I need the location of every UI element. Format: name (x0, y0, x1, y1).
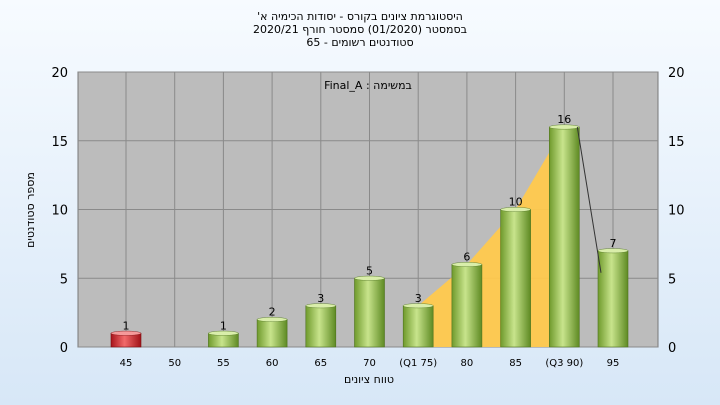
x-tick-label: 60 (266, 358, 279, 369)
bar-95 (597, 250, 629, 348)
value-labels: 1 1 2 3 5 3 6 10 16 7 (123, 113, 617, 332)
bar-cap (305, 303, 336, 309)
x-tick-label: 50 (168, 358, 181, 369)
bar-Q390 (548, 126, 580, 348)
x-tick-label: (Q1 75) (399, 358, 437, 369)
x-axis-ticks: 45 50 55 60 65 70 (Q1 75) 80 85 (Q3 90) 95 (120, 358, 620, 369)
value-label: 3 (415, 292, 422, 305)
value-label: 16 (557, 113, 571, 126)
bar-cap (354, 275, 385, 281)
y-tick-right: 10 (668, 204, 685, 219)
y-axis-left-ticks: 0 5 10 15 20 (51, 66, 68, 356)
bar-cap (403, 303, 434, 309)
y-tick-left: 5 (60, 272, 68, 287)
q3-trend-line (576, 126, 602, 273)
value-label: 7 (610, 237, 617, 250)
y-tick-right: 5 (668, 272, 676, 287)
y-tick-left: 10 (51, 204, 68, 219)
y-tick-right: 20 (668, 66, 685, 81)
value-label: 2 (269, 306, 276, 319)
x-tick-label: 80 (461, 358, 474, 369)
y-tick-left: 20 (51, 66, 68, 81)
chart-title-line-2: בסמסטר (01/2020) סמסטר חורף 2020/21 (253, 23, 467, 36)
bar-60 (256, 319, 288, 348)
x-tick-label: 45 (120, 358, 133, 369)
x-tick-label: 65 (314, 358, 327, 369)
y-axis-label: מספר סטודנטים (24, 172, 37, 248)
y-tick-left: 0 (60, 341, 68, 356)
value-label: 3 (317, 292, 324, 305)
task-annotation: במשימה : Final_A (324, 79, 412, 92)
y-tick-right: 0 (668, 341, 676, 356)
bar-85 (500, 209, 531, 348)
y-tick-left: 15 (51, 135, 68, 150)
bar-cap (597, 248, 629, 254)
x-tick-label: (Q3 90) (545, 358, 583, 369)
x-tick-label: 70 (363, 358, 376, 369)
value-label: 6 (463, 251, 470, 264)
value-label: 10 (509, 196, 523, 209)
bars (110, 124, 629, 348)
x-axis-label: טווח ציונים (344, 373, 394, 386)
chart-title-line-3: סטודנטים רשומים - 65 (306, 36, 413, 49)
y-tick-right: 15 (668, 135, 685, 150)
value-label: 5 (366, 264, 373, 277)
value-label: 1 (220, 319, 227, 332)
bar-cap (549, 124, 580, 130)
x-tick-label: 85 (509, 358, 522, 369)
x-tick-label: 55 (217, 358, 230, 369)
value-label: 1 (123, 319, 130, 332)
chart-title-line-1: היסטוגרמת ציונים בקורס - יסודות הכימיה א… (257, 10, 463, 23)
bar-65 (305, 305, 337, 348)
chart-titles: היסטוגרמת ציונים בקורס - יסודות הכימיה א… (253, 10, 467, 49)
bar-cap (208, 330, 239, 336)
bar-cap (256, 317, 288, 322)
x-tick-label: 95 (607, 358, 620, 369)
bar-70 (354, 277, 385, 348)
bar-Q175 (402, 305, 434, 348)
bar-cap (500, 207, 531, 212)
bar-80 (451, 264, 483, 348)
bar-cap (110, 330, 142, 336)
y-axis-right-ticks: 0 5 10 15 20 (668, 66, 685, 356)
bar-cap (451, 262, 483, 267)
